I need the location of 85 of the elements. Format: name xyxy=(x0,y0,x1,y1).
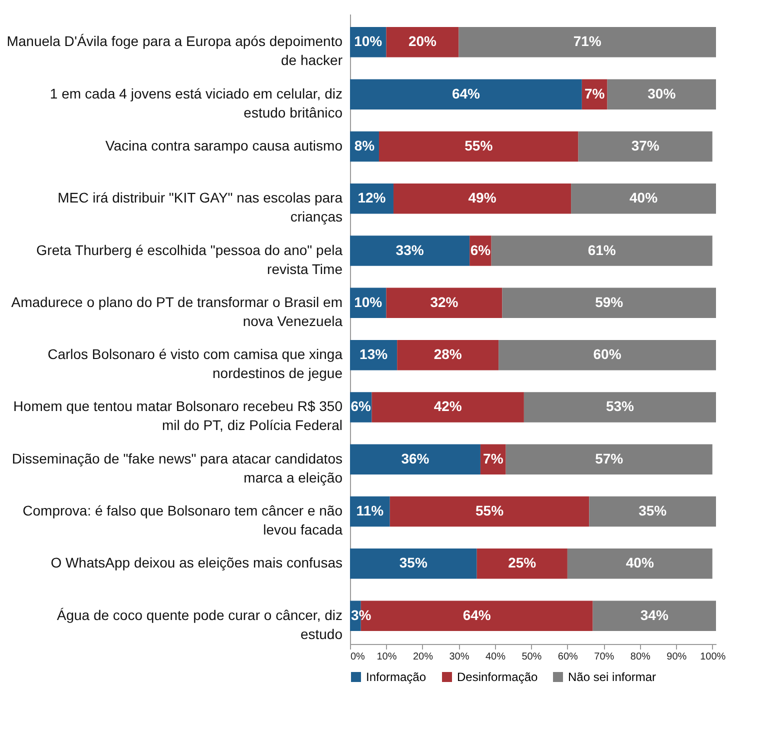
bar xyxy=(386,288,502,318)
y-tick-label: Comprova: é falso que Bolsonaro tem câncer e não levou facada xyxy=(22,502,343,538)
y-tick-label: Amadurece o plano do PT de transformar o Brasil em nova Venezuela xyxy=(11,294,343,329)
y-tick-label: Disseminação de "fake news" para atacar candidatos marca a eleição xyxy=(12,450,343,486)
data-label: 40% xyxy=(630,190,658,206)
data-label: 6% xyxy=(350,398,372,414)
bar xyxy=(458,27,716,58)
data-label: 57% xyxy=(595,450,624,466)
data-label: 36% xyxy=(401,450,430,466)
data-label: 32% xyxy=(430,294,459,310)
bar xyxy=(524,392,716,422)
bar xyxy=(607,79,716,110)
bar xyxy=(350,444,480,475)
bar xyxy=(498,340,716,370)
data-label: 25% xyxy=(508,554,537,571)
data-label: 13% xyxy=(360,346,388,362)
y-tick-label: Vacina contra sarampo causa autismo xyxy=(105,137,343,154)
x-tick-label: 70% xyxy=(594,652,614,662)
legend-label: Desinformação xyxy=(457,670,538,684)
x-tick-label: 80% xyxy=(630,652,651,662)
data-label: 11% xyxy=(356,502,384,519)
data-label: 37% xyxy=(631,137,660,154)
x-tick-label: 40% xyxy=(485,652,506,662)
data-label: 20% xyxy=(408,33,438,50)
bar xyxy=(476,548,568,579)
data-label: 60% xyxy=(593,346,622,362)
data-label: 59% xyxy=(595,294,624,310)
x-tick-label: 20% xyxy=(412,652,434,662)
y-tick-label: O WhatsApp deixou as eleições mais confusas xyxy=(50,554,342,571)
data-label: 8% xyxy=(354,137,376,154)
bar xyxy=(506,444,712,475)
bar xyxy=(578,131,712,162)
y-tick-label: Manuela D'Ávila foge para a Europa após depoimento de hacker xyxy=(6,33,343,68)
data-label: 30% xyxy=(648,85,676,102)
bar xyxy=(393,183,572,214)
data-label: 35% xyxy=(638,502,668,519)
bar xyxy=(390,496,590,527)
bar xyxy=(372,392,524,422)
data-label: 64% xyxy=(462,606,492,623)
data-label: 10% xyxy=(354,294,383,310)
x-tick-label: 60% xyxy=(558,652,578,662)
x-tick-label: 100% xyxy=(700,652,726,662)
data-label: 7% xyxy=(483,450,504,466)
y-tick-label: Carlos Bolsonaro é visto com camisa que xinga nordestinos de jegue xyxy=(48,346,343,382)
legend-label: Não sei informar xyxy=(568,670,656,684)
data-label: 71% xyxy=(573,33,602,50)
data-label: 28% xyxy=(434,346,462,362)
y-tick-label: MEC irá distribuir "KIT GAY" nas escolas para crianças xyxy=(58,190,343,225)
data-label: 61% xyxy=(588,242,616,258)
legend-label: Informação xyxy=(366,670,426,684)
x-tick-label: 50% xyxy=(522,652,542,662)
bar xyxy=(502,288,716,318)
data-label: 12% xyxy=(358,190,386,206)
data-label: 49% xyxy=(468,190,497,206)
data-label: 35% xyxy=(399,554,428,571)
data-label: 7% xyxy=(584,85,606,102)
bar xyxy=(350,79,582,110)
bar xyxy=(571,183,716,214)
data-label: 42% xyxy=(434,398,462,414)
bar xyxy=(567,548,712,579)
data-label: 6% xyxy=(470,242,492,258)
data-label: 33% xyxy=(396,242,424,258)
bar xyxy=(350,548,477,579)
y-tick-label: Água de coco quente pode curar o câncer, diz estudo xyxy=(56,606,343,642)
x-tick-label: 90% xyxy=(666,652,687,662)
data-label: 55% xyxy=(476,502,504,519)
x-tick-label: 10% xyxy=(376,652,397,662)
bar xyxy=(592,600,716,631)
x-tick-label: 30% xyxy=(449,652,470,662)
bar xyxy=(397,340,499,370)
bar xyxy=(350,236,470,266)
y-tick-label: Homem que tentou matar Bolsonaro recebeu R$ 350 mil do PT, diz Polícia Federal xyxy=(13,398,343,434)
bar xyxy=(491,236,712,266)
x-tick-label: 0% xyxy=(350,652,366,662)
y-tick-label: 1 em cada 4 jovens está viciado em celular, diz estudo britânico xyxy=(50,85,343,120)
bar xyxy=(378,131,578,162)
data-label: 34% xyxy=(640,606,669,623)
data-label: 10% xyxy=(354,33,383,50)
data-label: 64% xyxy=(452,85,481,102)
y-tick-label: Greta Thurberg é escolhida "pessoa do ano" pela revista Time xyxy=(36,242,343,277)
bar xyxy=(386,27,459,58)
data-label: 55% xyxy=(464,137,494,154)
data-label: 53% xyxy=(606,398,635,414)
bar xyxy=(589,496,716,527)
data-label: 40% xyxy=(626,554,654,571)
